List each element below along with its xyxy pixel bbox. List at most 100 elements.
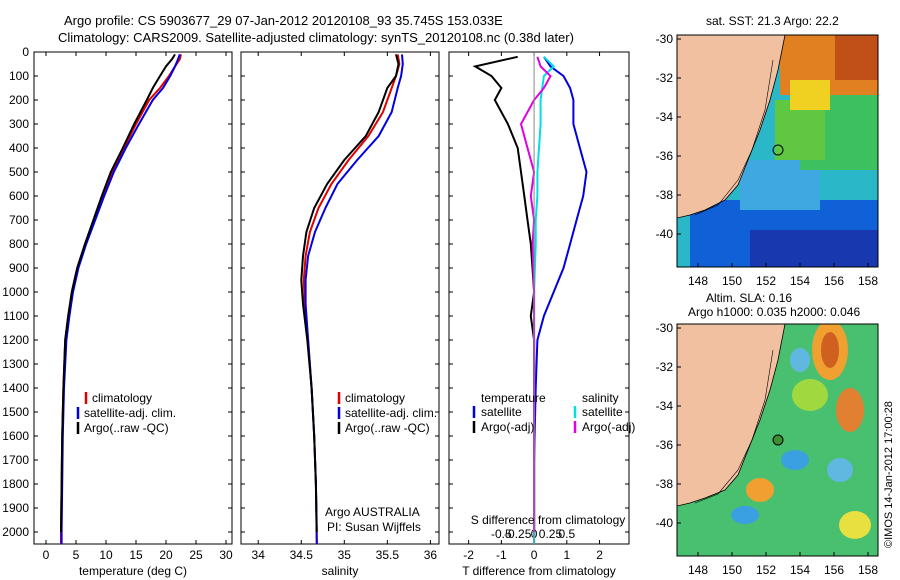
sst-map-label: sat. SST: 21.3 Argo: 22.2 [706, 14, 839, 28]
map-lat-label: -30 [656, 321, 674, 335]
sla-map-frame [676, 323, 879, 557]
map-lat-label: -32 [656, 71, 674, 85]
map-lon-label: 156 [824, 274, 844, 288]
map-lat-label: -34 [656, 399, 674, 413]
depth-tick-label: 1800 [2, 477, 29, 491]
x-tick-label: 35.5 [376, 548, 400, 562]
map-lat-label: -36 [656, 438, 674, 452]
x-tick-label: 30 [219, 548, 233, 562]
legend-label-sal-argo: Argo(-adj) [582, 420, 635, 434]
depth-tick-label: 2000 [2, 525, 29, 539]
sla-high-east [836, 388, 864, 432]
difference-legend: temperature salinity satellite Argo(-adj… [472, 391, 635, 434]
sst-map-frame [676, 34, 879, 268]
chart-subtitle: Climatology: CARS2009. Satellite-adjuste… [58, 30, 574, 45]
sla-argo-position [772, 434, 784, 446]
map-lon-label: 152 [756, 274, 776, 288]
map-lat-label: -38 [656, 477, 674, 491]
x-tick-label: 34 [252, 548, 266, 562]
map-lat-label: -30 [656, 32, 674, 46]
series-line [519, 56, 552, 532]
series-line [60, 54, 181, 544]
sst-deep-blue [750, 230, 878, 267]
x-tick-label: 25 [189, 548, 203, 562]
salinity-x-axis: 34 34.5 35 35.5 36 [252, 52, 438, 562]
legend-label-climatology: climatology [92, 391, 152, 405]
series-line [60, 53, 176, 533]
x-tick-label: 20 [159, 548, 173, 562]
chart-title: Argo profile: CS 5903677_29 07-Jan-2012 … [64, 13, 503, 28]
x-tick-label: 1 [563, 548, 570, 562]
map-lon-label: 150 [722, 274, 742, 288]
x-tick-label: 36 [424, 548, 438, 562]
x-tick-label: 5 [73, 548, 80, 562]
series-line [472, 55, 536, 532]
map-lon-label: 152 [756, 563, 776, 577]
t-difference-xlabel: T difference from climatology [462, 564, 616, 578]
depth-tick-label: 1900 [2, 501, 29, 515]
temperature-xlabel: temperature (deg C) [79, 564, 187, 578]
salinity-panel-frame [240, 51, 440, 545]
legend-label-sal-satellite: satellite [582, 405, 623, 419]
depth-tick-label: 200 [9, 93, 29, 107]
sla-low-center [781, 450, 809, 470]
sst-land [677, 35, 786, 219]
map-lon-label: 150 [722, 563, 742, 577]
sla-yellow-southeast [839, 511, 871, 539]
legend-salinity-title: salinity [582, 391, 619, 405]
map-lon-label: 158 [858, 563, 878, 577]
map-lat-label: -36 [656, 149, 674, 163]
depth-tick-label: 400 [9, 141, 29, 155]
legend-label-satellite: satellite-adj. clim. [345, 406, 437, 420]
depth-tick-label: 1000 [2, 285, 29, 299]
legend-label-temp-argo: Argo(-adj) [481, 420, 534, 434]
legend-label-temp-satellite: satellite [481, 405, 522, 419]
salinity-legend: climatology satellite-adj. clim. Argo(..… [337, 391, 437, 435]
map-lat-label: -40 [656, 227, 674, 241]
x-tick-label: 34.5 [290, 548, 314, 562]
imos-credit: ©IMOS 14-Jan-2012 17:00:28 [883, 401, 895, 548]
depth-tick-label: 1300 [2, 357, 29, 371]
temperature-x-axis: 0 5 10 15 20 25 30 [43, 52, 233, 562]
series-line [533, 56, 588, 544]
s-difference-label: S difference from climatology [471, 513, 626, 527]
legend-label-climatology: climatology [345, 391, 405, 405]
difference-series-group [472, 52, 588, 544]
legend-temperature-title: temperature [481, 391, 546, 405]
sla-land [677, 324, 786, 507]
series-line [60, 54, 182, 544]
x-tick-label: 10 [99, 548, 113, 562]
x-tick-label: 35 [338, 548, 352, 562]
map-lat-label: -32 [656, 360, 674, 374]
depth-tick-label: 1200 [2, 333, 29, 347]
sla-low-southwest [731, 506, 759, 524]
temperature-legend: climatology satellite-adj. clim. Argo(..… [76, 391, 176, 435]
map-axes: -30 -32 -34 -36 -38 -40 148 150 152 154 156 158 -30 -… [656, 32, 879, 577]
depth-tick-label: 1600 [2, 429, 29, 443]
sla-yellowgreen [792, 379, 828, 411]
depth-tick-label: 700 [9, 213, 29, 227]
s-tick-label: 0.25 [539, 527, 563, 541]
temperature-series-group [60, 53, 182, 544]
x-tick-label: 2 [596, 548, 603, 562]
sla-map-label1: Altim. SLA: 0.16 [706, 291, 792, 305]
depth-axis: 0 100 200 300 400 500 600 700 800 900 1000 1100 1200… [2, 45, 629, 539]
x-tick-label: 0 [531, 548, 538, 562]
salinity-xlabel: salinity [322, 564, 359, 578]
series-line [300, 54, 400, 533]
map-lon-label: 158 [858, 274, 878, 288]
sst-hot-core [835, 35, 878, 80]
s-tick-label: 0.5 [558, 527, 575, 541]
legend-label-argo: Argo(..raw -QC) [345, 421, 430, 435]
salinity-series-group [300, 54, 404, 544]
depth-tick-label: 300 [9, 117, 29, 131]
sla-high-south [746, 478, 774, 502]
x-tick-label: 15 [129, 548, 143, 562]
temperature-panel-frame [33, 51, 233, 545]
sst-argo-position [772, 144, 784, 156]
x-tick-label: -2 [463, 548, 474, 562]
legend-label-argo: Argo(..raw -QC) [84, 421, 169, 435]
depth-tick-label: 0 [22, 45, 29, 59]
sst-bathymetry-contour [694, 59, 774, 216]
